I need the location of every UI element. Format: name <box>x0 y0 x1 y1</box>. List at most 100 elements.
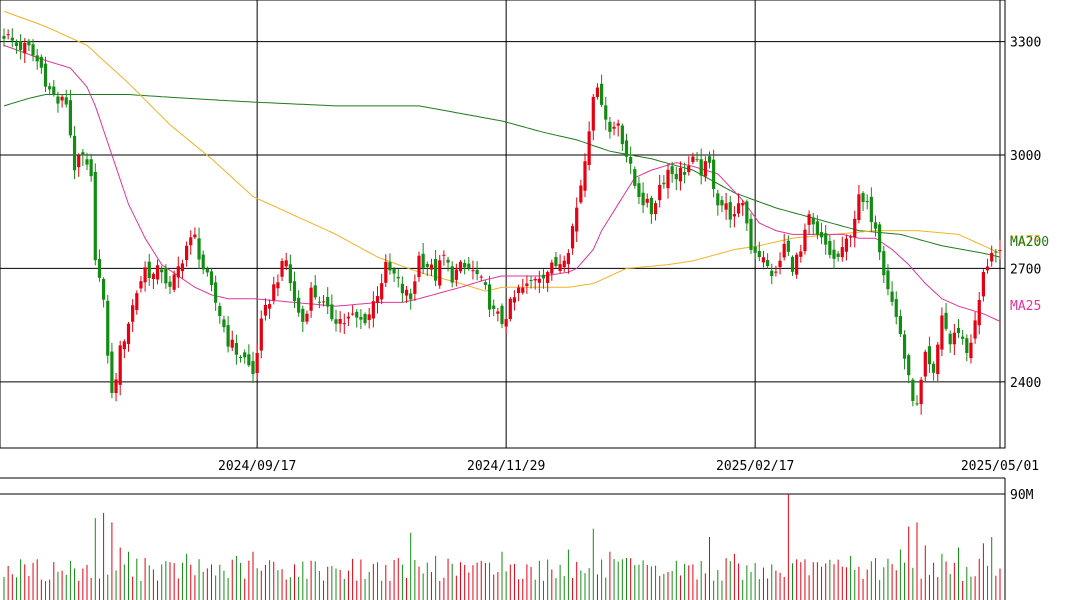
candle-body <box>575 207 579 232</box>
candle-body <box>226 325 230 347</box>
candle-body <box>305 313 309 322</box>
candle-body <box>944 312 948 329</box>
candle-body <box>749 218 753 250</box>
candle-body <box>890 291 894 302</box>
candle-body <box>247 354 251 366</box>
candle-body <box>487 284 492 310</box>
candle-body <box>579 185 583 203</box>
candle-body <box>367 314 371 320</box>
candle-body <box>886 270 890 290</box>
candle-body <box>114 379 118 394</box>
candle-body <box>666 169 670 189</box>
candle-body <box>658 184 662 201</box>
candle-body <box>504 319 508 327</box>
candle-body <box>745 201 749 224</box>
candle-body <box>463 263 467 268</box>
candle-body <box>732 214 736 217</box>
candle-body <box>716 193 720 206</box>
candle-body <box>546 272 550 284</box>
candle-body <box>135 293 139 310</box>
legend-ma75: MA75 <box>1010 234 1041 249</box>
ma200-line <box>3 94 1001 258</box>
candle-body <box>52 86 56 95</box>
candle-body <box>927 346 932 365</box>
candle-body <box>297 297 301 313</box>
moving-average-lines <box>3 10 1001 322</box>
candle-body <box>446 259 450 263</box>
candle-body <box>160 269 164 273</box>
candle-body <box>168 281 172 287</box>
candle-body <box>346 316 351 319</box>
candle-body <box>230 339 234 348</box>
candle-body <box>911 379 915 401</box>
candle-body <box>936 344 940 375</box>
candle-body <box>359 317 363 320</box>
date-axis: 2024/09/17 2024/11/29 2025/02/17 2025/05/01 <box>0 459 1039 479</box>
candle-body <box>72 135 77 171</box>
candle-body <box>587 131 591 165</box>
candle-body <box>176 266 180 278</box>
candle-body <box>790 256 795 272</box>
candle-body <box>351 313 355 315</box>
candle-body <box>566 253 570 265</box>
candle-body <box>865 200 869 202</box>
candle-body <box>392 269 396 274</box>
candle-body <box>500 305 504 325</box>
candle-body <box>151 273 155 279</box>
candle-body <box>537 278 541 283</box>
candle-body <box>81 152 85 156</box>
candle-body <box>973 320 977 339</box>
candle-body <box>965 338 969 354</box>
candle-body <box>185 245 189 260</box>
candle-body <box>23 42 27 54</box>
date-tick-label: 2024/11/29 <box>467 459 545 474</box>
candle-body <box>234 343 238 355</box>
candle-body <box>209 271 214 285</box>
candle-body <box>948 333 952 345</box>
candle-body <box>670 166 674 174</box>
candle-body <box>2 35 6 39</box>
candle-body <box>761 257 766 263</box>
candle-body <box>180 263 185 272</box>
date-tick-label: 2025/05/01 <box>961 459 1039 474</box>
candle-body <box>164 267 168 284</box>
candle-body <box>255 352 259 374</box>
candle-body <box>193 234 197 238</box>
candle-body <box>317 301 321 303</box>
candle-body <box>27 40 31 46</box>
candle-body <box>952 332 956 345</box>
candle-body <box>259 318 263 351</box>
candle-body <box>533 278 537 281</box>
candle-body <box>803 229 807 252</box>
candle-body <box>35 55 39 62</box>
candle-body <box>388 262 392 271</box>
candle-body <box>778 260 782 268</box>
candle-body <box>68 100 72 136</box>
candle-body <box>39 56 43 68</box>
candle-body <box>97 259 102 278</box>
candle-body <box>562 260 566 268</box>
candle-body <box>981 271 985 297</box>
candle-body <box>811 217 815 225</box>
candle-body <box>940 315 944 350</box>
candle-body <box>238 357 243 359</box>
candle-body <box>541 274 546 279</box>
candle-body <box>172 274 176 290</box>
candle-body <box>923 351 927 377</box>
candle-body <box>118 345 122 385</box>
candle-body <box>508 298 512 320</box>
candle-body <box>687 165 691 173</box>
candle-body <box>126 323 131 344</box>
candle-body <box>774 271 778 273</box>
candle-body <box>48 86 52 90</box>
candle-body <box>728 202 732 220</box>
candle-body <box>454 269 458 280</box>
candle-body <box>467 263 471 268</box>
candle-body <box>583 161 587 191</box>
candle-body <box>400 283 404 294</box>
candle-body <box>616 123 620 126</box>
candle-body <box>89 159 93 177</box>
candle-body <box>288 264 292 284</box>
candle-body <box>85 159 89 165</box>
candle-body <box>421 253 425 268</box>
